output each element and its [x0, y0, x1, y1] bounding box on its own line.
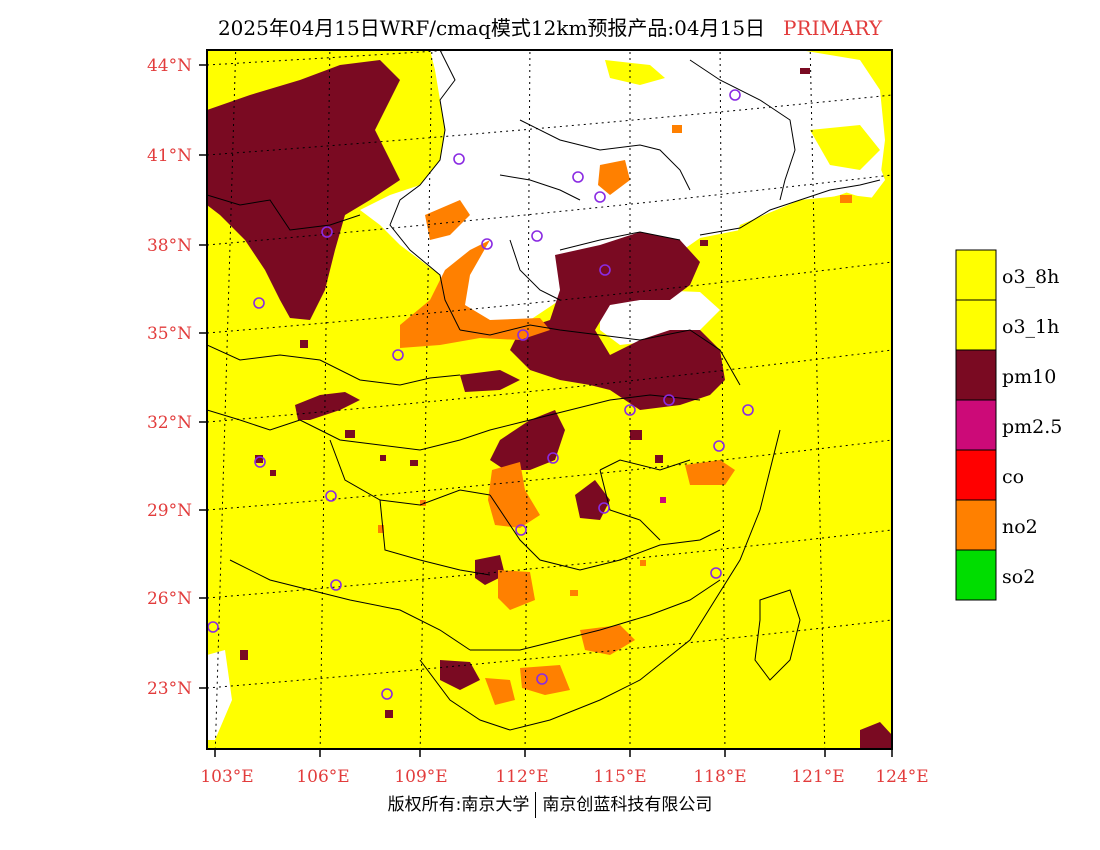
legend: o3_8h o3_1h pm10 pm2.5 co no2 so2 [955, 249, 1062, 601]
map-title-text: 2025年04月15日WRF/cmaq模式12km预报产品:04月15日 [217, 16, 766, 40]
legend-label: pm2.5 [1002, 416, 1062, 438]
lon-label: 109°E [394, 767, 447, 787]
lat-label: 41°N [147, 146, 192, 166]
legend-label: o3_1h [1002, 316, 1059, 338]
boundaries [207, 50, 881, 731]
white-region-southwest [207, 650, 232, 740]
no2-region-beijing [598, 160, 630, 195]
graticule [207, 50, 892, 749]
pm10-region-northwest [207, 60, 400, 320]
copyright-footer: 版权所有:南京大学 南京创蓝科技有限公司 [0, 790, 1100, 818]
lon-label: 112°E [495, 767, 548, 787]
pm10-region-sichuan [295, 392, 360, 420]
lat-label: 35°N [147, 324, 192, 344]
legend-label: o3_8h [1002, 266, 1059, 288]
lon-label: 115°E [593, 767, 646, 787]
primary-tag: PRIMARY [783, 16, 883, 40]
pm10-region-shanxi [460, 370, 520, 392]
pm10-region-hunan [490, 410, 565, 470]
legend-swatch-so2 [955, 549, 997, 601]
no2-region-pearl-east [580, 625, 635, 655]
lat-label: 44°N [147, 56, 192, 76]
tick-marks [199, 64, 893, 757]
latitude-labels: 44°N 41°N 38°N 35°N 32°N 29°N 26°N 23°N [147, 56, 192, 699]
lon-label: 121°E [791, 767, 844, 787]
legend-label: no2 [1002, 516, 1038, 538]
legend-swatch-pm10 [955, 349, 997, 401]
no2-region-hebei [425, 200, 470, 240]
footer-divider [535, 792, 537, 818]
legend-swatch-pm25 [955, 399, 997, 451]
legend-swatch-o3-8h [955, 249, 997, 301]
legend-swatch-no2 [955, 499, 997, 551]
lat-label: 32°N [147, 413, 192, 433]
lat-label: 23°N [147, 679, 192, 699]
pm10-region-guangxi [440, 660, 480, 690]
lat-label: 29°N [147, 501, 192, 521]
lat-label: 26°N [147, 589, 192, 609]
pm10-region-jiangxi [575, 480, 610, 520]
no2-region-central [400, 240, 550, 348]
pm10-region-north-china [510, 232, 725, 410]
pm10-region-hubei [475, 555, 505, 585]
lon-label: 106°E [296, 767, 349, 787]
legend-label: so2 [1002, 566, 1035, 588]
lon-label: 118°E [693, 767, 746, 787]
copyright-owner: 版权所有:南京大学 [387, 795, 530, 815]
legend-label: co [1002, 466, 1024, 488]
station-markers [207, 89, 754, 700]
no2-region-guangdong [520, 665, 570, 695]
map-title: 2025年04月15日WRF/cmaq模式12km预报产品:04月15日 PRIM… [0, 12, 1100, 41]
white-region-north [360, 50, 885, 330]
lon-label: 103°E [200, 767, 253, 787]
scatter-cells [240, 68, 852, 718]
o3-patch-northeast [810, 125, 880, 170]
legend-swatch-co [955, 449, 997, 501]
map-area[interactable] [207, 20, 892, 760]
legend-label: pm10 [1002, 366, 1056, 388]
copyright-company: 南京创蓝科技有限公司 [542, 795, 713, 815]
map-frame [206, 49, 893, 750]
o3-patch-korea-sea [720, 195, 892, 300]
longitude-labels: 103°E 106°E 109°E 112°E 115°E 118°E 121°… [200, 767, 928, 787]
pm10-region-corner [860, 722, 892, 749]
o3-patch-mongolia [605, 60, 665, 85]
lon-label: 124°E [875, 767, 928, 787]
no2-region-guangxi-south [485, 678, 515, 705]
lat-label: 38°N [147, 236, 192, 256]
legend-swatch-o3-1h [955, 299, 997, 351]
